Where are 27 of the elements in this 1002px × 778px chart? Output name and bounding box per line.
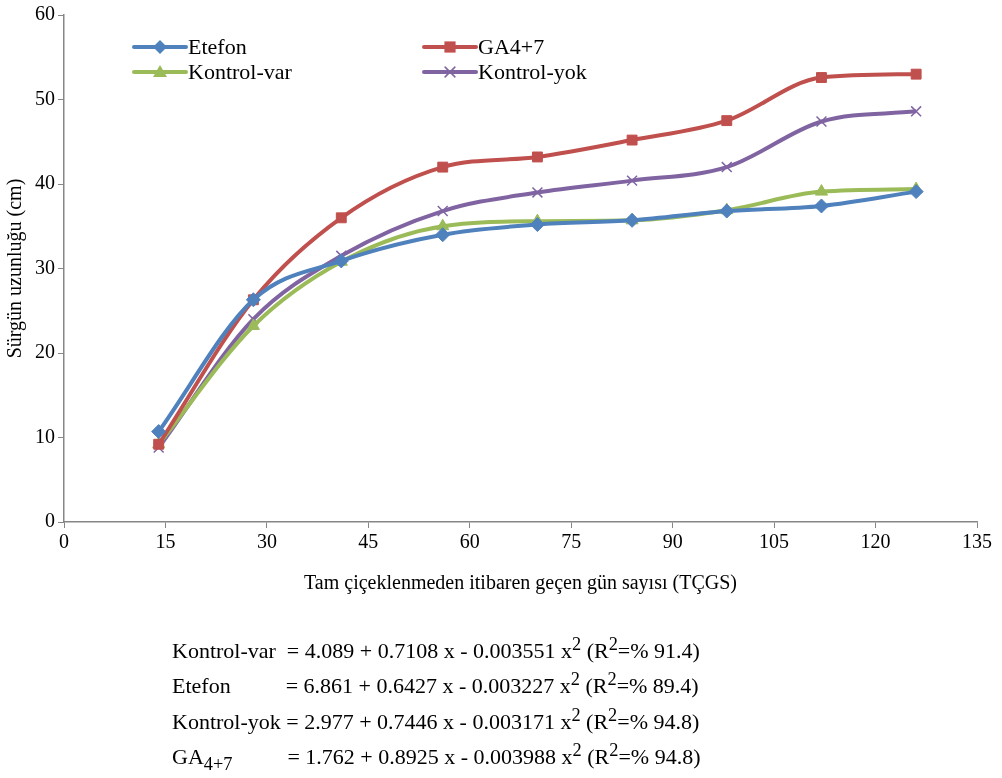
y-tick-label: 40 [35,171,55,194]
legend-label: Kontrol-yok [478,58,587,84]
x-tick-label: 30 [256,530,277,553]
text: Kontrol-yok = 2.977 + 0.7446 x - 0.003171 x$^{2}$ (R$^{2}$=% 94.8) [172,703,701,736]
y-tick-label: 10 [35,424,55,447]
text: GA$_{4+7}$ = 1.762 + 0.8925 x - 0.003988 x$^{2}$ (R$^{2}$=% 94.8) [172,739,701,774]
y-tick-label: 30 [35,255,55,278]
y-tick-label: 60 [35,2,55,25]
text: Etefon = 6.861 + 0.6427 x - 0.003227 x$^{2}$ (R$^{2}$=% 89.4) [172,668,700,701]
x-tick-label: 120 [860,530,891,553]
x-tick-label: 105 [759,530,790,553]
y-tick-label: 20 [35,340,55,363]
legend-label: GA4+7 [478,33,545,59]
text: Kontrol-var = 4.089 + 0.7108 x - 0.003551 x$^{2}$ (R$^{2}$=% 91.4) [172,633,701,666]
x-tick-label: 90 [662,530,683,553]
x-tick-label: 60 [459,530,480,553]
y-axis-title: Sürgün uzunluğu (cm) [3,178,27,359]
x-axis-title: Tam çiçeklenmeden itibaren geçen gün sayısı (TÇGS) [304,571,737,595]
x-tick-label: 0 [59,530,69,553]
x-tick-label: 135 [962,530,992,553]
x-tick-label: 75 [561,530,582,553]
y-tick-label: 0 [45,509,55,532]
x-tick-label: 45 [358,530,379,553]
y-tick-label: 50 [35,86,55,109]
x-tick-label: 15 [155,530,176,553]
legend-label: Kontrol-var [188,58,293,84]
legend-label: Etefon [188,33,247,59]
